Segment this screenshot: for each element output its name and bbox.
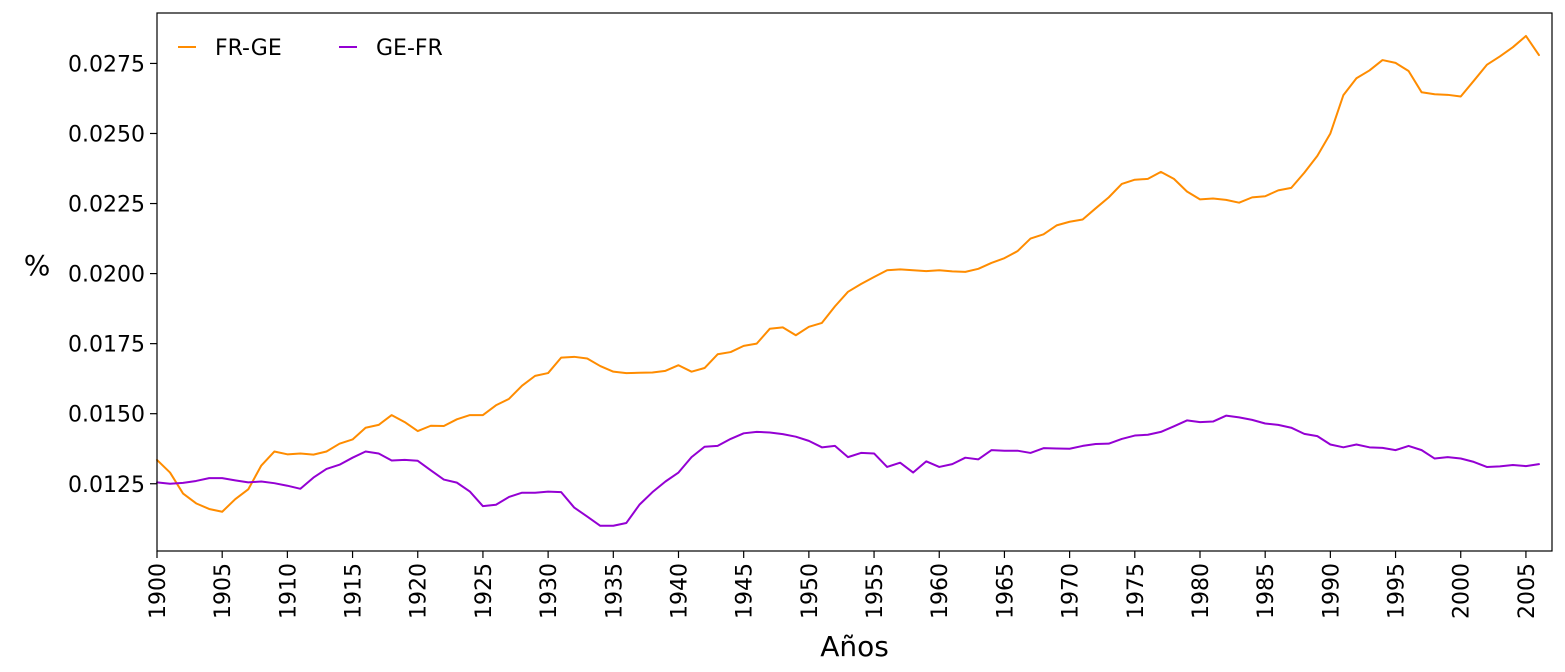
x-tick-label: 1910: [276, 563, 301, 619]
x-tick-label: 1950: [798, 563, 823, 619]
y-tick-label: 0.0200: [68, 263, 145, 288]
x-tick-label: 1960: [928, 563, 953, 619]
x-tick-label: 1975: [1124, 563, 1149, 619]
legend-label-ge-fr: GE-FR: [376, 36, 443, 61]
y-tick-label: 0.0225: [68, 193, 145, 218]
series-line-ge-fr: [156, 414, 1540, 527]
x-tick-label: 1940: [667, 563, 692, 619]
x-tick-label: 2005: [1515, 563, 1540, 619]
legend-label-fr-ge: FR-GE: [215, 36, 282, 61]
x-tick-label: 1985: [1254, 563, 1279, 619]
x-axis-title: Años: [820, 630, 889, 663]
x-tick-label: 1905: [211, 563, 236, 619]
x-tick-label: 1990: [1319, 563, 1344, 619]
y-tick-label: 0.0250: [68, 122, 145, 147]
x-axis: 1900 1905 1910 1915 1920 1925 1930 1935 1940 1945…: [146, 551, 1540, 619]
x-tick-label: 1935: [602, 563, 627, 619]
x-tick-label: 1900: [146, 563, 171, 619]
x-tick-label: 1945: [733, 563, 758, 619]
x-tick-label: 1980: [1189, 563, 1214, 619]
x-tick-label: 1915: [342, 563, 367, 619]
y-axis: 0.0125 0.0150 0.0175 0.0200 0.0225 0.0250 0.02…: [68, 52, 157, 498]
x-tick-label: 1925: [472, 563, 497, 619]
legend: FR-GE GE-FR: [178, 36, 443, 61]
x-tick-label: 1955: [863, 563, 888, 619]
y-axis-title: %: [24, 249, 51, 282]
x-tick-label: 1995: [1385, 563, 1410, 619]
x-tick-label: 1920: [407, 563, 432, 619]
y-tick-label: 0.0150: [68, 403, 145, 428]
x-tick-label: 1930: [537, 563, 562, 619]
x-tick-label: 1965: [993, 563, 1018, 619]
series-line-fr-ge: [156, 34, 1540, 513]
x-tick-label: 2000: [1450, 563, 1475, 619]
series-layer: [156, 34, 1540, 527]
y-tick-label: 0.0275: [68, 52, 145, 77]
x-tick-label: 1970: [1059, 563, 1084, 619]
y-tick-label: 0.0125: [68, 473, 145, 498]
plot-frame: [156, 12, 1553, 552]
y-tick-label: 0.0175: [68, 333, 145, 358]
